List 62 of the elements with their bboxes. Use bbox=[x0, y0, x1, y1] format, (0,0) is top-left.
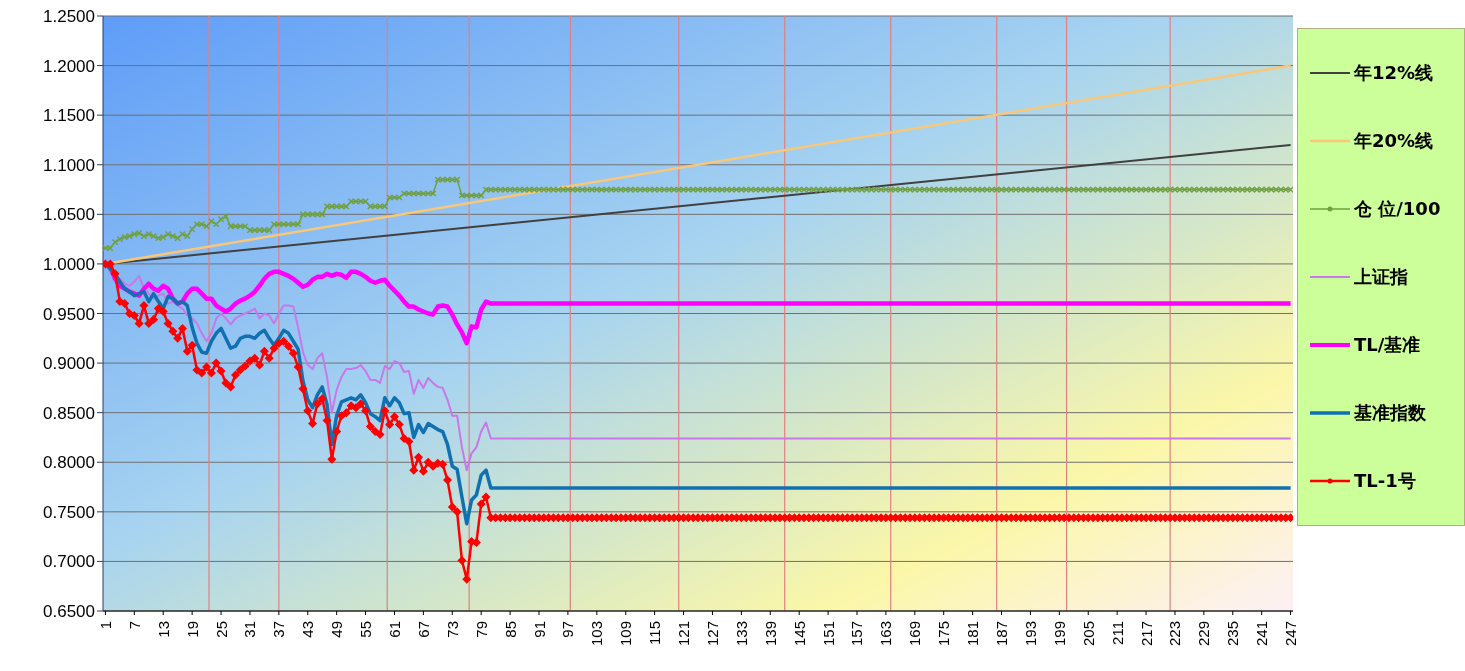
x-tick-label: 19 bbox=[183, 621, 201, 638]
x-tick-label: 181 bbox=[964, 621, 982, 647]
x-tick-label: 235 bbox=[1224, 621, 1242, 647]
x-tick-label: 193 bbox=[1021, 621, 1039, 647]
x-tick-label: 133 bbox=[732, 621, 750, 647]
y-tick-label: 0.6500 bbox=[43, 602, 95, 622]
x-tick-label: 85 bbox=[501, 621, 519, 638]
y-tick-label: 1.0000 bbox=[43, 254, 95, 274]
x-tick-label: 121 bbox=[675, 621, 693, 647]
x-tick-label: 211 bbox=[1108, 621, 1126, 645]
x-tick-label: 43 bbox=[299, 621, 317, 638]
legend-label: 上证指 bbox=[1354, 265, 1408, 289]
y-tick-label: 0.7000 bbox=[43, 552, 95, 572]
x-tick-label: 13 bbox=[154, 621, 172, 638]
x-tick-label: 163 bbox=[877, 621, 895, 647]
x-tick-label: 169 bbox=[906, 621, 924, 647]
x-tick-label: 7 bbox=[125, 621, 143, 630]
y-tick-label: 0.8500 bbox=[43, 403, 95, 423]
y-tick-label: 0.8000 bbox=[43, 453, 95, 473]
y-tick-label: 1.2500 bbox=[43, 7, 95, 27]
x-tick-label: 247 bbox=[1282, 621, 1300, 647]
legend-label: 年20%线 bbox=[1354, 129, 1434, 153]
x-tick-label: 187 bbox=[993, 621, 1011, 647]
x-tick-label: 139 bbox=[761, 621, 779, 647]
x-tick-label: 31 bbox=[241, 621, 259, 638]
x-tick-label: 97 bbox=[559, 621, 577, 638]
x-tick-label: 73 bbox=[443, 621, 461, 638]
x-tick-label: 217 bbox=[1137, 621, 1155, 647]
y-tick-label: 0.7500 bbox=[43, 502, 95, 522]
x-tick-label: 145 bbox=[790, 621, 808, 647]
x-tick-label: 25 bbox=[212, 621, 230, 638]
x-tick-label: 229 bbox=[1195, 621, 1213, 647]
x-tick-label: 175 bbox=[935, 621, 953, 647]
y-tick-label: 0.9000 bbox=[43, 354, 95, 374]
x-tick-label: 223 bbox=[1166, 621, 1184, 647]
legend-label: 仓 位/100 bbox=[1354, 197, 1441, 221]
x-tick-label: 103 bbox=[588, 621, 606, 647]
x-tick-label: 61 bbox=[385, 621, 403, 638]
legend-label: 基准指数 bbox=[1354, 401, 1426, 425]
x-tick-label: 157 bbox=[848, 621, 866, 647]
x-tick-label: 127 bbox=[703, 621, 721, 647]
x-tick-label: 79 bbox=[472, 621, 490, 638]
legend-label: 年12%线 bbox=[1354, 61, 1434, 85]
x-tick-label: 151 bbox=[819, 621, 837, 647]
y-tick-label: 1.0500 bbox=[43, 205, 95, 225]
x-tick-label: 241 bbox=[1253, 621, 1271, 647]
y-tick-label: 1.1000 bbox=[43, 155, 95, 175]
x-tick-label: 55 bbox=[357, 621, 375, 638]
x-tick-label: 109 bbox=[617, 621, 635, 647]
y-tick-label: 1.2000 bbox=[43, 56, 95, 76]
y-tick-label: 0.9500 bbox=[43, 304, 95, 324]
x-tick-label: 37 bbox=[270, 621, 288, 638]
y-tick-label: 1.1500 bbox=[43, 106, 95, 126]
x-tick-label: 1 bbox=[96, 621, 114, 630]
legend-label: TL/基准 bbox=[1354, 333, 1421, 357]
legend-label: TL-1号 bbox=[1354, 469, 1416, 493]
x-tick-label: 205 bbox=[1079, 621, 1097, 647]
x-tick-label: 199 bbox=[1050, 621, 1068, 647]
x-tick-label: 91 bbox=[530, 621, 548, 638]
x-tick-label: 67 bbox=[414, 621, 432, 638]
x-tick-label: 115 bbox=[646, 621, 664, 645]
x-tick-label: 49 bbox=[328, 621, 346, 638]
